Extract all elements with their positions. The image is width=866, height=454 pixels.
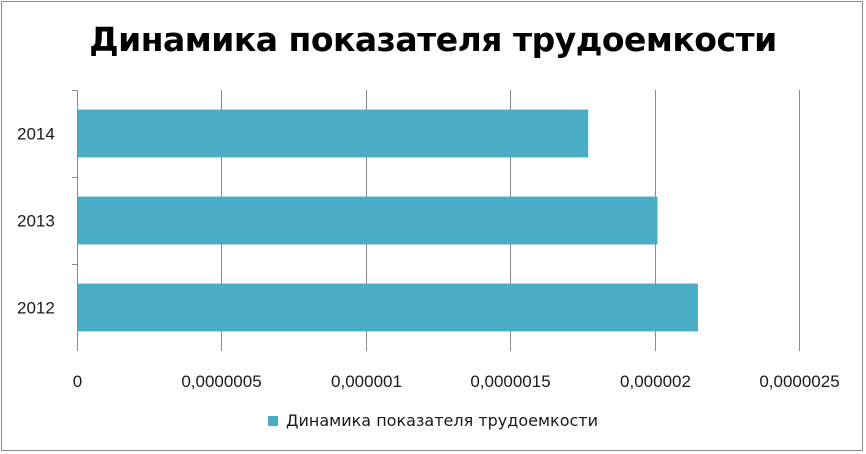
axes <box>72 90 78 351</box>
bars <box>78 109 698 332</box>
category-label-2012: 2012 <box>17 299 55 318</box>
legend: Динамика показателя трудоемкости <box>2 411 862 430</box>
x-tick-label-4: 0,000002 <box>620 372 691 391</box>
legend-label: Динамика показателя трудоемкости <box>286 411 598 430</box>
x-tick-label-0: 0 <box>73 372 82 391</box>
bar-2014 <box>78 109 589 158</box>
bar-2012 <box>78 283 698 332</box>
tick-labels: 0 0,0000005 0,000001 0,0000015 0,000002 0,000… <box>17 125 840 392</box>
chart-title: Динамика показателя трудоемкости <box>89 20 777 59</box>
x-tick-label-2: 0,000001 <box>331 372 402 391</box>
x-tick-label-5: 0,0000025 <box>759 372 839 391</box>
x-tick-label-3: 0,0000015 <box>470 372 550 391</box>
bar-2013 <box>78 196 658 245</box>
category-label-2014: 2014 <box>17 125 55 144</box>
legend-swatch <box>268 415 278 426</box>
category-label-2013: 2013 <box>17 212 55 231</box>
x-tick-label-1: 0,0000005 <box>181 372 261 391</box>
